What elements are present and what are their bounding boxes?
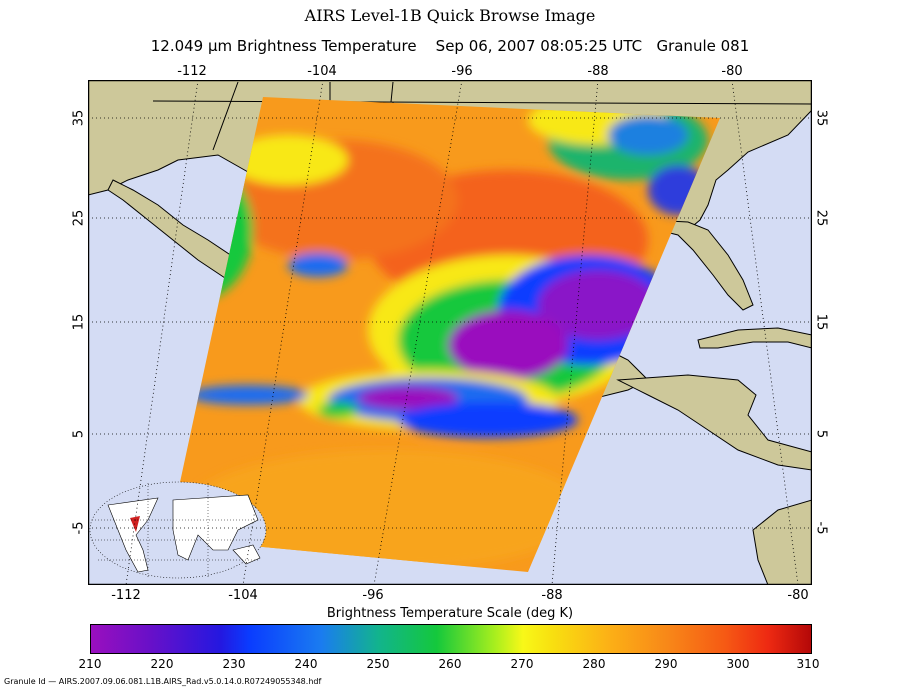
colorbar	[90, 624, 812, 654]
lon-tick-bottom: -96	[362, 588, 384, 603]
subtitle: 12.049 µm Brightness Temperature Sep 06,…	[150, 37, 750, 55]
colorbar-tick: 280	[582, 657, 606, 671]
colorbar-tick: 260	[438, 657, 462, 671]
lat-tick-left: 15	[71, 313, 87, 331]
lon-tick-top: -88	[587, 64, 609, 79]
lat-tick-left: 35	[71, 109, 87, 127]
airs-swath	[168, 97, 720, 572]
land-florida	[646, 219, 754, 311]
lat-tick-right: -5	[813, 521, 829, 535]
granule-id: Granule Id — AIRS.2007.09.06.081.L1B.AIR…	[4, 677, 322, 686]
lon-tick-bottom: -112	[111, 588, 141, 603]
land-central-america	[616, 374, 812, 471]
colorbar-tick: 230	[222, 657, 246, 671]
lat-tick-right: 25	[813, 209, 829, 227]
lon-tick-top: -96	[451, 64, 473, 79]
lon-tick-bottom: -88	[541, 588, 563, 603]
lat-tick-right: 5	[813, 429, 829, 439]
colorbar-tick: 240	[294, 657, 318, 671]
lon-tick-top: -80	[721, 64, 743, 79]
page-title: AIRS Level-1B Quick Browse Image	[304, 6, 596, 25]
colorbar-tick: 300	[726, 657, 750, 671]
lon-tick-bottom: -104	[228, 588, 258, 603]
colorbar-tick: 290	[654, 657, 678, 671]
lon-tick-top: -112	[177, 64, 207, 79]
lat-tick-right: 35	[813, 109, 829, 127]
lat-tick-right: 15	[813, 313, 829, 331]
graticule	[88, 80, 812, 585]
colorbar-tick: 250	[366, 657, 390, 671]
lat-tick-left: -5	[71, 521, 87, 535]
colorbar-tick: 220	[150, 657, 174, 671]
lat-tick-left: 25	[71, 209, 87, 227]
colorbar-tick: 210	[78, 657, 102, 671]
lon-tick-top: -104	[307, 64, 337, 79]
lon-tick-bottom: -80	[787, 588, 809, 603]
colorbar-tick: 270	[510, 657, 534, 671]
inset-world-map	[89, 481, 267, 579]
land-south-america	[752, 499, 812, 585]
land-cuba	[697, 327, 812, 349]
brightness-temperature-map	[88, 80, 812, 585]
lat-tick-left: 5	[71, 429, 87, 439]
colorbar-tick: 310	[796, 657, 820, 671]
colorbar-title: Brightness Temperature Scale (deg K)	[326, 606, 574, 621]
map-frame	[88, 80, 812, 585]
